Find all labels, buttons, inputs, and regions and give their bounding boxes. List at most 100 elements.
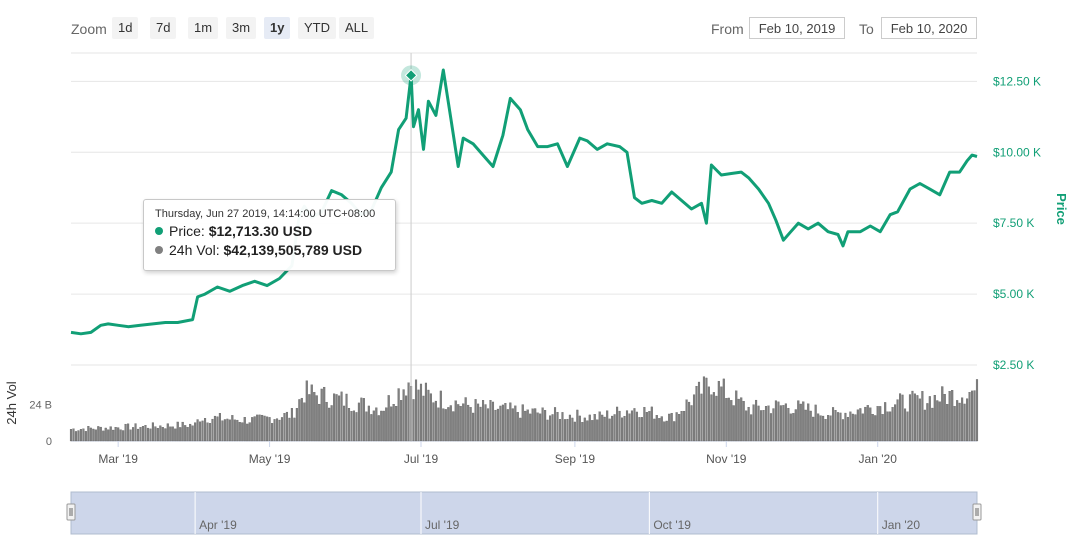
zoom-1m-button[interactable]: 1m	[188, 17, 219, 39]
volume-bar	[89, 427, 92, 442]
navigator[interactable]: Apr '19 Jul '19 Oct '19 Jan '20	[66, 491, 982, 535]
volume-bar	[841, 419, 845, 442]
volume-bar	[194, 422, 197, 442]
volume-bar	[288, 417, 291, 442]
volume-bar	[228, 419, 231, 442]
zoom-1y-button[interactable]: 1y	[264, 17, 291, 39]
volume-bar	[233, 419, 236, 442]
navigator-label: Jul '19	[425, 518, 460, 532]
volume-bar	[767, 405, 770, 442]
volume-bar	[534, 408, 537, 442]
volume-bar	[516, 411, 519, 442]
volume-bar	[467, 404, 470, 442]
volume-bar	[923, 409, 926, 442]
volume-bar	[380, 410, 383, 442]
volume-bar	[529, 413, 532, 442]
volume-bar	[608, 418, 611, 442]
volume-bar	[241, 422, 244, 442]
volume-bar	[144, 425, 147, 442]
volume-bar	[586, 420, 589, 442]
volume-bar	[722, 378, 725, 442]
navigator-selection[interactable]	[70, 491, 978, 535]
volume-bar	[141, 426, 145, 442]
navigator-right-handle[interactable]	[972, 503, 982, 521]
volume-bar	[124, 423, 127, 442]
volume-bar	[638, 417, 641, 442]
volume-bar	[447, 407, 450, 442]
volume-bar	[926, 403, 929, 442]
volume-bar	[74, 431, 78, 442]
volume-bar	[725, 398, 728, 442]
volume-bar	[397, 388, 400, 442]
volume-bar	[496, 408, 499, 442]
volume-bar	[752, 404, 755, 442]
volume-bar	[136, 428, 140, 442]
volume-bar	[653, 418, 656, 442]
volume-bar	[630, 410, 634, 442]
volume-bar	[427, 389, 430, 442]
volume-bar	[365, 411, 368, 442]
hover-diamond	[404, 68, 418, 82]
volume-bar	[851, 413, 854, 442]
volume-bar	[859, 408, 862, 442]
zoom-3m-button[interactable]: 3m	[226, 17, 257, 39]
volume-bar	[772, 408, 775, 442]
volume-bar	[449, 405, 452, 442]
volume-bar	[464, 397, 467, 442]
price-tick-label: $10.00 K	[993, 145, 1041, 159]
price-y-axis: $2.50 K $5.00 K $7.50 K $10.00 K $12.50 K	[993, 74, 1041, 372]
volume-bar	[454, 400, 457, 442]
volume-bar	[764, 406, 768, 442]
volume-bar	[650, 406, 653, 442]
volume-bar	[472, 412, 475, 442]
volume-bar	[906, 411, 909, 442]
volume-bar	[226, 418, 229, 442]
volume-bar	[181, 421, 184, 442]
volume-bar	[598, 411, 601, 442]
volume-bar	[571, 417, 574, 442]
navigator-label: Oct '19	[653, 518, 691, 532]
volume-bar	[648, 411, 651, 442]
volume-bar	[730, 400, 733, 442]
price-series-line[interactable]	[70, 68, 978, 336]
volume-bar	[553, 407, 557, 442]
volume-bar	[79, 429, 82, 442]
volume-bar	[635, 411, 638, 442]
volume-bar	[258, 414, 261, 442]
volume-bar	[640, 417, 643, 442]
from-date-input[interactable]: Feb 10, 2019	[749, 17, 845, 39]
volume-bar	[417, 389, 420, 442]
volume-bar	[931, 407, 934, 442]
volume-axis-title: 24h Vol	[4, 381, 19, 424]
volume-bar	[112, 429, 115, 442]
volume-bar	[864, 406, 867, 442]
volume-bar	[576, 409, 579, 442]
zoom-ytd-button[interactable]: YTD	[298, 17, 336, 39]
navigator-left-handle[interactable]	[66, 503, 76, 521]
volume-bar	[109, 426, 112, 442]
to-date-input[interactable]: Feb 10, 2020	[881, 17, 977, 39]
volume-bar	[824, 419, 827, 442]
volume-bar	[486, 408, 490, 442]
volume-bar	[149, 428, 152, 442]
volume-bar	[305, 380, 308, 442]
volume-bar	[675, 412, 678, 442]
volume-bar	[921, 391, 924, 442]
volume-bar	[568, 414, 571, 442]
volume-bar	[884, 402, 887, 442]
volume-bar	[154, 426, 157, 442]
volume-bar	[710, 394, 713, 442]
volume-bar	[405, 395, 408, 442]
volume-bar	[938, 401, 941, 442]
volume-bar	[315, 395, 318, 442]
volume-bar	[737, 398, 740, 442]
zoom-1d-button[interactable]: 1d	[112, 17, 139, 39]
zoom-label: Zoom	[71, 21, 107, 37]
volume-bar	[295, 408, 298, 442]
zoom-all-button[interactable]: ALL	[339, 17, 375, 39]
volume-bar	[342, 405, 346, 442]
volume-bar	[263, 415, 266, 442]
volume-bar	[189, 423, 192, 442]
zoom-7d-button[interactable]: 7d	[150, 17, 177, 39]
